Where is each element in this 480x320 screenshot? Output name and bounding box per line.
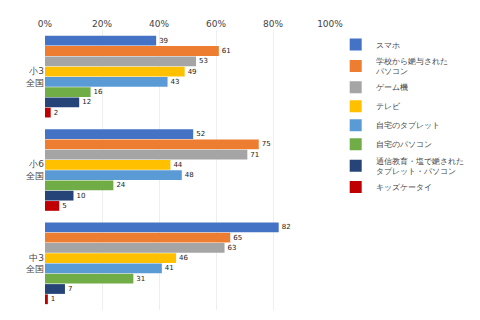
svg-text:自宅のパソコン: 自宅のパソコン [376,140,432,149]
svg-text:5: 5 [62,202,66,210]
svg-text:71: 71 [250,151,259,159]
svg-text:49: 49 [188,68,197,76]
svg-text:中3全国: 中3全国 [26,253,44,275]
svg-text:ゲーム機: ゲーム機 [376,83,408,92]
svg-text:学校から㛂与されたパソコン: 学校から㛂与されたパソコン [375,57,448,76]
svg-text:39: 39 [159,37,168,45]
svg-text:通信教育・塩で㛂されたタブレット・パソコン: 通信教育・塩で㛂されたタブレット・パソコン [376,157,464,176]
svg-text:46: 46 [179,254,188,262]
svg-text:41: 41 [165,264,174,272]
svg-text:75: 75 [262,140,271,148]
svg-text:65: 65 [233,234,242,242]
svg-text:24: 24 [116,181,125,189]
svg-text:31: 31 [136,275,145,283]
svg-text:82: 82 [282,223,291,231]
svg-text:40%: 40% [149,19,169,29]
svg-text:キッズケータイ: キッズケータイ [376,183,432,192]
svg-text:自宅のタブレット: 自宅のタブレット [376,121,440,130]
svg-text:テレビ: テレビ [376,102,401,111]
svg-text:2: 2 [54,109,58,117]
svg-text:0%: 0% [38,19,53,29]
svg-text:48: 48 [185,171,194,179]
svg-text:60%: 60% [206,19,226,29]
svg-text:80%: 80% [263,19,283,29]
svg-text:52: 52 [196,130,205,138]
svg-text:53: 53 [199,57,208,65]
svg-text:43: 43 [171,78,180,86]
svg-text:44: 44 [173,161,182,169]
svg-text:61: 61 [222,47,231,55]
svg-text:小6全国: 小6全国 [26,159,44,181]
svg-text:20%: 20% [92,19,112,29]
svg-text:16: 16 [94,88,103,96]
svg-text:12: 12 [82,98,91,106]
svg-text:スマホ: スマホ [376,41,400,50]
svg-text:100%: 100% [317,19,343,29]
svg-text:小3全国: 小3全国 [26,66,44,88]
svg-text:10: 10 [77,192,86,200]
svg-text:1: 1 [51,295,55,303]
svg-text:63: 63 [228,244,237,252]
svg-text:7: 7 [68,285,72,293]
